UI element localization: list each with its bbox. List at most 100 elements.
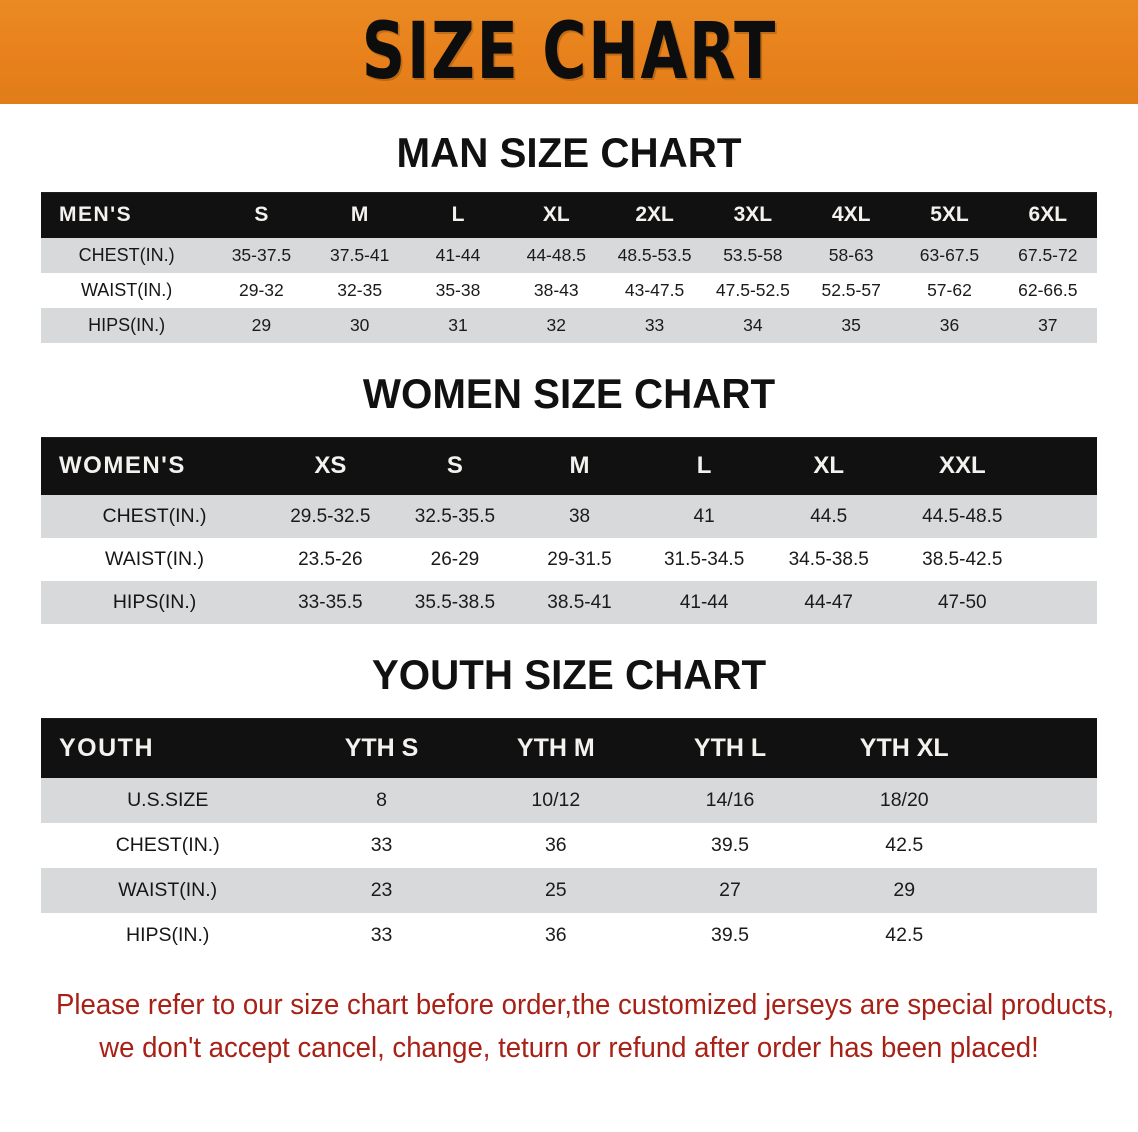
disclaimer-line-1: Please refer to our size chart before or… (56, 989, 1115, 1021)
men-cell-1-5: 47.5-52.5 (703, 273, 803, 308)
men-col-header-2: L (408, 192, 508, 238)
youth-cell-2-3: 29 (817, 868, 992, 913)
women-cell-2-4: 44-47 (766, 581, 892, 624)
table-row: U.S.SIZE 8 10/12 14/16 18/20 (41, 778, 1097, 823)
men-cell-1-6: 52.5-57 (802, 273, 901, 308)
men-corner-label: MEN'S (41, 192, 213, 238)
men-cell-1-1: 32-35 (310, 273, 409, 308)
men-cell-0-6: 58-63 (802, 238, 901, 273)
men-table-head: MEN'S S M L XL 2XL 3XL 4XL 5XL 6XL (41, 192, 1097, 238)
women-cell-0-3: 41 (641, 495, 767, 538)
youth-cell-3-3: 42.5 (817, 913, 992, 958)
men-cell-0-4: 48.5-53.5 (605, 238, 704, 273)
men-cell-1-7: 57-62 (900, 273, 999, 308)
women-col-header-3: L (641, 437, 767, 495)
men-cell-1-0: 29-32 (212, 273, 311, 308)
table-row: WAIST(IN.) 23 25 27 29 (41, 868, 1097, 913)
table-row: CHEST(IN.) 29.5-32.5 32.5-35.5 38 41 44.… (41, 495, 1097, 538)
youth-corner-label: YOUTH (41, 718, 295, 778)
women-cell-0-0: 29.5-32.5 (268, 495, 393, 538)
women-cell-1-3: 31.5-34.5 (641, 538, 767, 581)
women-table-body: CHEST(IN.) 29.5-32.5 32.5-35.5 38 41 44.… (41, 495, 1097, 624)
men-header-row: MEN'S S M L XL 2XL 3XL 4XL 5XL 6XL (41, 192, 1097, 238)
youth-table-body: U.S.SIZE 8 10/12 14/16 18/20 CHEST(IN.) … (41, 778, 1097, 958)
men-cell-1-3: 38-43 (507, 273, 606, 308)
women-cell-2-1: 35.5-38.5 (392, 581, 518, 624)
women-cell-1-1: 26-29 (392, 538, 518, 581)
men-table-wrap: MEN'S S M L XL 2XL 3XL 4XL 5XL 6XL CHEST… (41, 192, 1097, 343)
men-cell-2-8: 37 (998, 308, 1097, 343)
page-banner: SIZE CHART (0, 0, 1138, 104)
youth-cell-1-3: 42.5 (817, 823, 992, 868)
women-cell-1-2: 29-31.5 (517, 538, 642, 581)
men-cell-1-2: 35-38 (408, 273, 508, 308)
men-col-header-5: 3XL (703, 192, 803, 238)
youth-cell-3-0: 33 (294, 913, 469, 958)
men-cell-0-5: 53.5-58 (703, 238, 803, 273)
youth-cell-0-3: 18/20 (817, 778, 992, 823)
men-col-header-3: XL (507, 192, 606, 238)
page-title: SIZE CHART (361, 7, 777, 97)
youth-size-section: YOUTH YTH S YTH M YTH L YTH XL U.S.SIZE … (0, 718, 1138, 958)
table-row: WAIST(IN.) 29-32 32-35 35-38 38-43 43-47… (41, 273, 1097, 308)
youth-cell-0-0: 8 (294, 778, 469, 823)
table-row: WAIST(IN.) 23.5-26 26-29 29-31.5 31.5-34… (41, 538, 1097, 581)
men-cell-2-1: 30 (310, 308, 409, 343)
youth-row-label-3: HIPS(IN.) (41, 913, 295, 958)
table-row: HIPS(IN.) 29 30 31 32 33 34 35 36 37 (41, 308, 1097, 343)
youth-header-spacer (991, 718, 1097, 778)
youth-col-header-0: YTH S (294, 718, 469, 778)
youth-cell-spacer (991, 913, 1097, 958)
men-col-header-0: S (212, 192, 311, 238)
women-header-row: WOMEN'S XS S M L XL XXL (41, 437, 1097, 495)
women-cell-0-5: 44.5-48.5 (891, 495, 1034, 538)
men-row-label-1: WAIST(IN.) (41, 273, 213, 308)
women-cell-1-5: 38.5-42.5 (891, 538, 1034, 581)
men-col-header-4: 2XL (605, 192, 704, 238)
women-cell-spacer (1033, 538, 1097, 581)
women-cell-2-0: 33-35.5 (268, 581, 393, 624)
women-col-header-1: S (392, 437, 518, 495)
women-table-head: WOMEN'S XS S M L XL XXL (41, 437, 1097, 495)
youth-col-header-3: YTH XL (817, 718, 992, 778)
men-cell-1-8: 62-66.5 (998, 273, 1097, 308)
youth-cell-spacer (991, 823, 1097, 868)
women-cell-spacer (1033, 581, 1097, 624)
women-corner-label: WOMEN'S (41, 437, 269, 495)
men-cell-0-8: 67.5-72 (998, 238, 1097, 273)
women-table-wrap: WOMEN'S XS S M L XL XXL CHEST(IN.) 29.5-… (41, 437, 1097, 624)
men-cell-0-2: 41-44 (408, 238, 508, 273)
disclaimer-line-2: we don't accept cancel, change, teturn o… (99, 1031, 1039, 1064)
table-row: CHEST(IN.) 33 36 39.5 42.5 (41, 823, 1097, 868)
women-cell-0-4: 44.5 (766, 495, 892, 538)
women-cell-spacer (1033, 495, 1097, 538)
youth-cell-0-1: 10/12 (468, 778, 643, 823)
youth-cell-spacer (991, 778, 1097, 823)
men-table-body: CHEST(IN.) 35-37.5 37.5-41 41-44 44-48.5… (41, 238, 1097, 343)
youth-cell-1-2: 39.5 (642, 823, 818, 868)
men-cell-2-0: 29 (212, 308, 311, 343)
section-title-women: WOMEN SIZE CHART (362, 370, 776, 417)
women-col-header-4: XL (766, 437, 892, 495)
section-title-man: MAN SIZE CHART (396, 129, 742, 176)
women-col-header-0: XS (268, 437, 393, 495)
youth-col-header-1: YTH M (468, 718, 643, 778)
women-cell-1-4: 34.5-38.5 (766, 538, 892, 581)
men-col-header-8: 6XL (998, 192, 1097, 238)
men-col-header-1: M (310, 192, 409, 238)
men-cell-2-5: 34 (703, 308, 803, 343)
men-size-table: MEN'S S M L XL 2XL 3XL 4XL 5XL 6XL CHEST… (41, 192, 1097, 343)
women-header-spacer (1033, 437, 1097, 495)
youth-cell-2-1: 25 (468, 868, 643, 913)
men-cell-0-1: 37.5-41 (310, 238, 409, 273)
women-row-label-0: CHEST(IN.) (41, 495, 269, 538)
men-cell-2-7: 36 (900, 308, 999, 343)
men-cell-2-3: 32 (507, 308, 606, 343)
men-size-section: MEN'S S M L XL 2XL 3XL 4XL 5XL 6XL CHEST… (0, 192, 1138, 343)
youth-row-label-2: WAIST(IN.) (41, 868, 295, 913)
women-row-label-1: WAIST(IN.) (41, 538, 269, 581)
youth-size-table: YOUTH YTH S YTH M YTH L YTH XL U.S.SIZE … (41, 718, 1097, 958)
youth-row-label-1: CHEST(IN.) (41, 823, 295, 868)
women-size-table: WOMEN'S XS S M L XL XXL CHEST(IN.) 29.5-… (41, 437, 1097, 624)
men-row-label-0: CHEST(IN.) (41, 238, 213, 273)
